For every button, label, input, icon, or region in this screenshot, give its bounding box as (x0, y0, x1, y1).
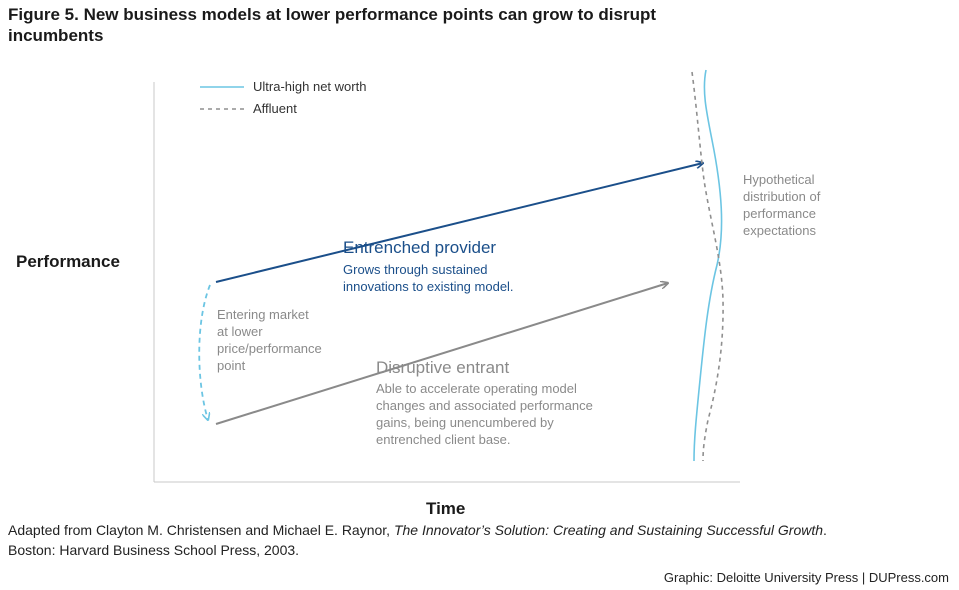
entering-market-arrow (198, 284, 211, 420)
caption-line2: Boston: Harvard Business School Press, 2… (8, 542, 300, 558)
entering-line3: price/performance (217, 341, 322, 356)
entrenched-desc-line1: Grows through sustained (343, 262, 488, 277)
affluent-distribution-curve (691, 71, 724, 462)
disruptive-title: Disruptive entrant (376, 358, 510, 377)
distribution-line3: performance (743, 206, 816, 221)
ultra-distribution-curve (693, 69, 723, 462)
legend-ultra-label: Ultra-high net worth (253, 79, 367, 94)
entering-line2: at lower (217, 324, 263, 339)
caption-prefix: Adapted from Clayton M. Christensen and … (8, 522, 394, 538)
figure-title: Figure 5. New business models at lower p… (8, 5, 657, 45)
disruptive-desc-line3: gains, being unencumbered by (376, 415, 554, 430)
distribution-line4: expectations (743, 223, 816, 238)
disruptive-desc-line2: changes and associated performance (376, 398, 593, 413)
y-axis-label: Performance (16, 252, 120, 271)
caption-book-title: The Innovator’s Solution: Creating and S… (393, 522, 824, 538)
disruptive-desc-line1: Able to accelerate operating model (376, 381, 577, 396)
distribution-line2: distribution of (743, 189, 821, 204)
entering-line4: point (217, 358, 246, 373)
entrenched-label-group: Entrenched provider Grows through sustai… (343, 239, 514, 295)
entrenched-arrow (215, 163, 703, 283)
graphic-credit: Graphic: Deloitte University Press | DUP… (663, 570, 949, 585)
disruptive-desc-line4: entrenched client base. (376, 432, 511, 447)
legend-affluent-label: Affluent (253, 101, 297, 116)
disruptive-arrow (215, 283, 668, 425)
entering-line1: Entering market (217, 307, 309, 322)
distribution-label-group: Hypothetical distribution of performance… (743, 171, 820, 239)
x-axis-label: Time (426, 499, 466, 518)
caption-suffix: . (823, 522, 827, 538)
distribution-line1: Hypothetical (743, 172, 815, 187)
entrenched-desc-line2: innovations to existing model. (343, 279, 514, 294)
source-caption: Adapted from Clayton M. Christensen and … (8, 520, 948, 560)
entering-market-label-group: Entering market at lower price/performan… (217, 306, 322, 374)
disruptive-label-group: Disruptive entrant Able to accelerate op… (376, 359, 593, 448)
entrenched-title: Entrenched provider (343, 238, 497, 257)
